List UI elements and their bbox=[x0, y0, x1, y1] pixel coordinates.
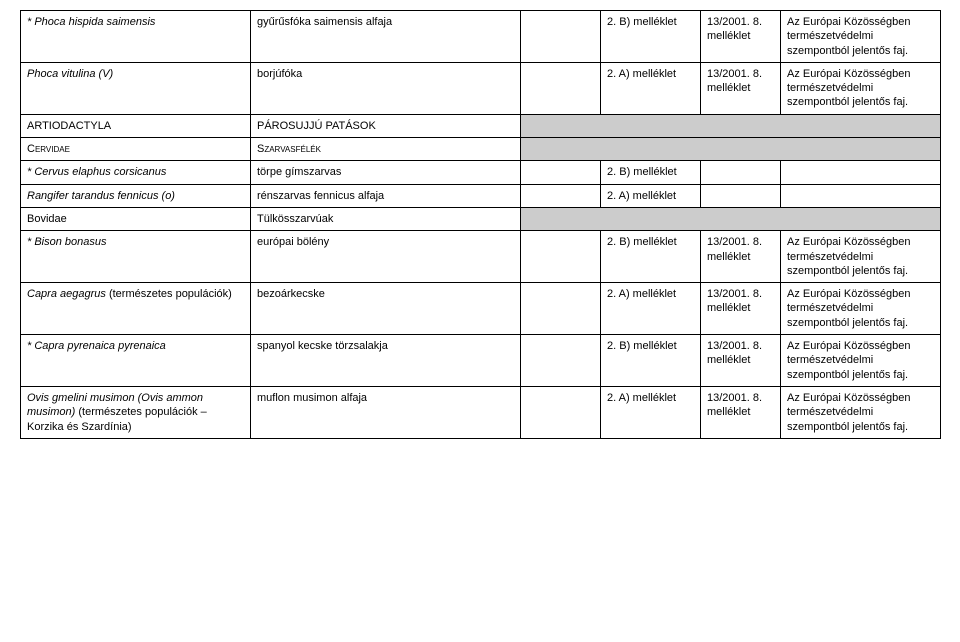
table-cell: Rangifer tarandus fennicus (o) bbox=[21, 184, 251, 207]
table-cell: spanyol kecske törzsalakja bbox=[251, 335, 521, 387]
table-cell: Szarvasfélék bbox=[251, 138, 521, 161]
table-cell: 13/2001. 8. melléklet bbox=[701, 62, 781, 114]
table-cell: * Capra pyrenaica pyrenaica bbox=[21, 335, 251, 387]
table-row: Ovis gmelini musimon (Ovis ammon musimon… bbox=[21, 386, 941, 438]
table-cell bbox=[781, 184, 941, 207]
cell-italic-part: Capra aegagrus bbox=[27, 288, 106, 300]
table-cell: 13/2001. 8. melléklet bbox=[701, 335, 781, 387]
page-container: * Phoca hispida saimensisgyűrűsfóka saim… bbox=[0, 0, 960, 449]
table-cell: 13/2001. 8. melléklet bbox=[701, 11, 781, 63]
table-cell: 2. B) melléklet bbox=[601, 335, 701, 387]
table-cell: 2. B) melléklet bbox=[601, 11, 701, 63]
table-cell bbox=[521, 283, 601, 335]
table-row: CervidaeSzarvasfélék bbox=[21, 138, 941, 161]
table-cell: 13/2001. 8. melléklet bbox=[701, 386, 781, 438]
table-row: * Cervus elaphus corsicanustörpe gímszar… bbox=[21, 161, 941, 184]
table-cell: Az Európai Közösségben természetvédelmi … bbox=[781, 62, 941, 114]
table-cell: Az Európai Közösségben természetvédelmi … bbox=[781, 335, 941, 387]
table-body: * Phoca hispida saimensisgyűrűsfóka saim… bbox=[21, 11, 941, 439]
table-row: Rangifer tarandus fennicus (o)rénszarvas… bbox=[21, 184, 941, 207]
table-row: * Bison bonasuseurópai bölény 2. B) mellé… bbox=[21, 231, 941, 283]
table-cell: Ovis gmelini musimon (Ovis ammon musimon… bbox=[21, 386, 251, 438]
table-cell bbox=[781, 161, 941, 184]
table-cell: Phoca vitulina (V) bbox=[21, 62, 251, 114]
table-cell bbox=[521, 386, 601, 438]
table-cell: 13/2001. 8. melléklet bbox=[701, 231, 781, 283]
table-cell: Az Európai Közösségben természetvédelmi … bbox=[781, 283, 941, 335]
table-cell bbox=[521, 161, 601, 184]
table-cell: Bovidae bbox=[21, 207, 251, 230]
table-cell: Az Európai Közösségben természetvédelmi … bbox=[781, 231, 941, 283]
table-cell: bezoárkecske bbox=[251, 283, 521, 335]
table-row: Phoca vitulina (V)borjúfóka 2. A) mellékl… bbox=[21, 62, 941, 114]
table-cell bbox=[521, 62, 601, 114]
cell-rest-part: (természetes populációk) bbox=[106, 288, 232, 300]
table-cell: * Bison bonasus bbox=[21, 231, 251, 283]
table-cell bbox=[521, 11, 601, 63]
table-cell: 2. B) melléklet bbox=[601, 161, 701, 184]
table-cell bbox=[521, 184, 601, 207]
table-cell: ARTIODACTYLA bbox=[21, 114, 251, 137]
table-cell: PÁROSUJJÚ PATÁSOK bbox=[251, 114, 521, 137]
table-row: * Phoca hispida saimensisgyűrűsfóka saim… bbox=[21, 11, 941, 63]
table-row: BovidaeTülkösszarvúak bbox=[21, 207, 941, 230]
table-row: Capra aegagrus (természetes populációk)b… bbox=[21, 283, 941, 335]
table-row: * Capra pyrenaica pyrenaicaspanyol kecsk… bbox=[21, 335, 941, 387]
table-cell: * Phoca hispida saimensis bbox=[21, 11, 251, 63]
table-cell: 2. A) melléklet bbox=[601, 386, 701, 438]
table-cell bbox=[701, 161, 781, 184]
table-cell: Capra aegagrus (természetes populációk) bbox=[21, 283, 251, 335]
table-cell: 2. A) melléklet bbox=[601, 62, 701, 114]
table-row: ARTIODACTYLAPÁROSUJJÚ PATÁSOK bbox=[21, 114, 941, 137]
table-cell: 2. A) melléklet bbox=[601, 283, 701, 335]
table-cell: rénszarvas fennicus alfaja bbox=[251, 184, 521, 207]
table-cell: Az Európai Közösségben természetvédelmi … bbox=[781, 11, 941, 63]
table-cell: Tülkösszarvúak bbox=[251, 207, 521, 230]
table-cell: gyűrűsfóka saimensis alfaja bbox=[251, 11, 521, 63]
table-cell: 2. A) melléklet bbox=[601, 184, 701, 207]
table-cell bbox=[701, 184, 781, 207]
table-cell bbox=[521, 335, 601, 387]
table-cell bbox=[521, 231, 601, 283]
table-cell: Az Európai Közösségben természetvédelmi … bbox=[781, 386, 941, 438]
table-cell: 2. B) melléklet bbox=[601, 231, 701, 283]
table-cell: törpe gímszarvas bbox=[251, 161, 521, 184]
table-cell bbox=[521, 138, 941, 161]
table-cell: borjúfóka bbox=[251, 62, 521, 114]
table-cell: * Cervus elaphus corsicanus bbox=[21, 161, 251, 184]
table-cell bbox=[521, 114, 941, 137]
table-cell bbox=[521, 207, 941, 230]
table-cell: Cervidae bbox=[21, 138, 251, 161]
table-cell: 13/2001. 8. melléklet bbox=[701, 283, 781, 335]
table-cell: európai bölény bbox=[251, 231, 521, 283]
species-table: * Phoca hispida saimensisgyűrűsfóka saim… bbox=[20, 10, 941, 439]
table-cell: muflon musimon alfaja bbox=[251, 386, 521, 438]
